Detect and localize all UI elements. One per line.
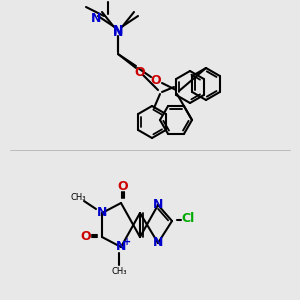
Text: CH₃: CH₃ [70,193,86,202]
Text: N: N [116,241,126,254]
Text: CH₃: CH₃ [111,266,127,275]
Text: N: N [113,26,123,38]
Text: Cl: Cl [182,212,195,226]
Text: N: N [91,11,101,25]
Text: N: N [97,206,107,220]
Text: N: N [153,197,163,211]
Text: N: N [153,236,163,250]
Text: O: O [151,74,161,86]
Text: O: O [135,65,145,79]
Text: O: O [118,181,128,194]
Text: +: + [123,237,131,247]
Text: O: O [81,230,91,244]
Text: N: N [113,23,123,37]
